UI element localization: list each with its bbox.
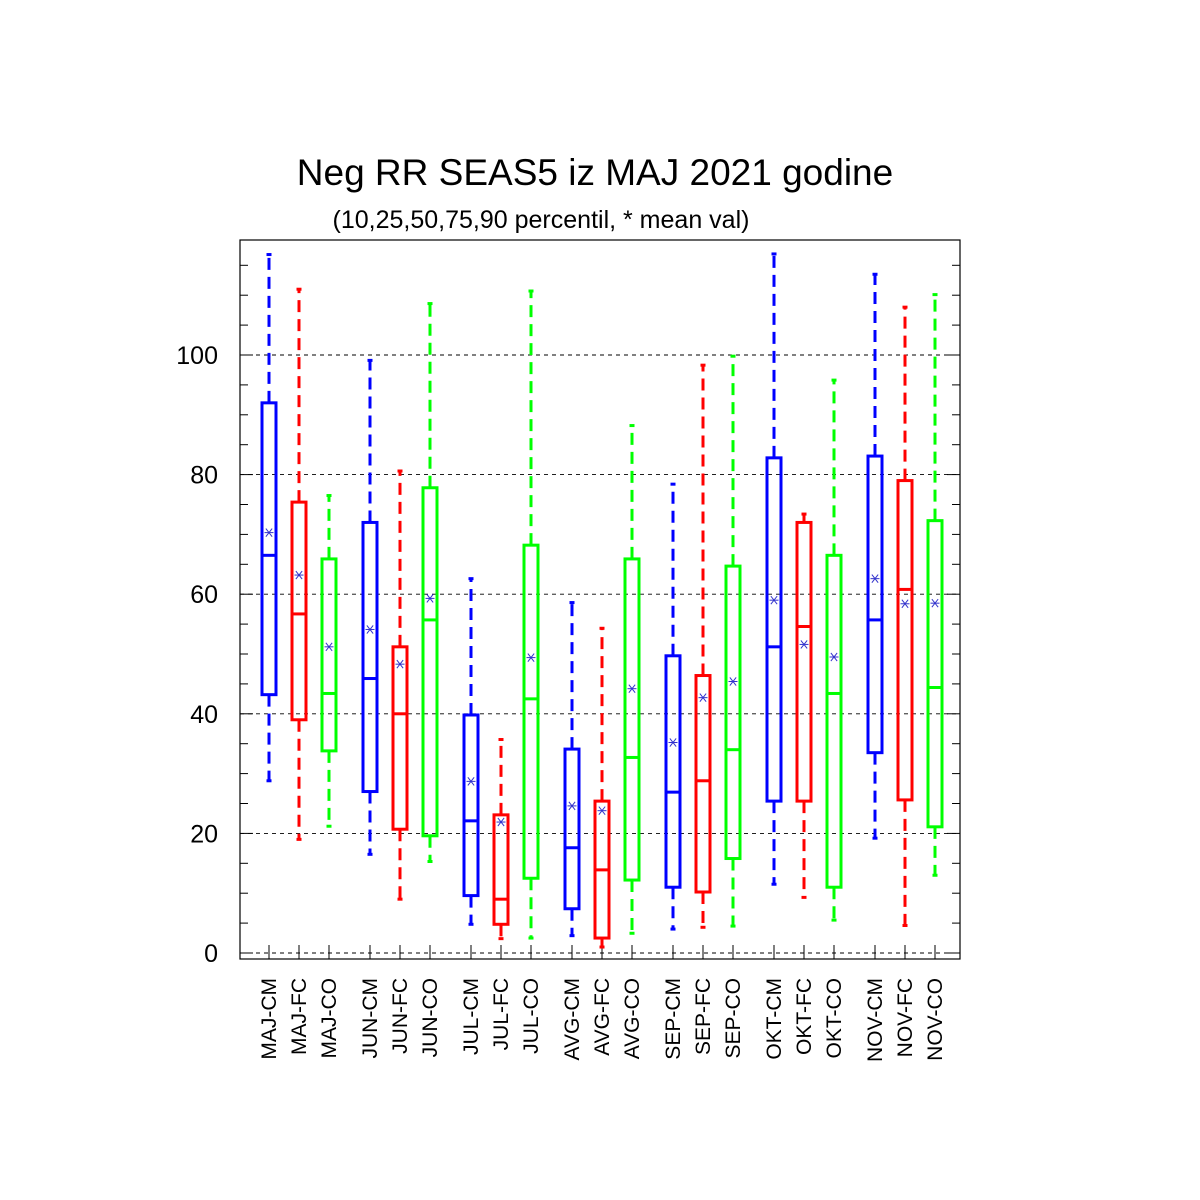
x-axis-tick-labels: MAJ-CM MAJ-FC MAJ-CO JUN-CM JUN-FC JUN-CO JUL-… [258, 978, 947, 1062]
iqr-box [492, 813, 510, 926]
iqr-box [694, 674, 712, 894]
y-tick-label: 100 [176, 342, 218, 370]
box-okt-co [825, 378, 843, 959]
box-sep-fc [694, 363, 712, 959]
y-axis-tick-labels: 0 20 40 60 80 100 [176, 342, 218, 968]
mean-marker [496, 817, 506, 827]
iqr-box [896, 479, 914, 802]
box-nov-cm [866, 272, 884, 959]
x-tick-label: SEP-CO [722, 978, 745, 1059]
mean-marker [627, 684, 637, 694]
iqr-box [260, 401, 278, 697]
box-nov-co [926, 293, 944, 959]
mean-marker [930, 598, 940, 608]
mean-marker [597, 806, 607, 816]
y-tick-label: 60 [190, 581, 218, 609]
y-axis-minor-ticks [240, 264, 960, 954]
x-tick-label: SEP-CM [662, 978, 685, 1060]
iqr-box [522, 543, 540, 880]
grid-lines [240, 354, 960, 954]
x-tick-label: AVG-CM [561, 978, 584, 1060]
x-tick-label: JUN-FC [389, 978, 412, 1054]
y-tick-label: 40 [190, 701, 218, 729]
iqr-box [866, 454, 884, 755]
iqr-box [361, 520, 379, 794]
iqr-box [926, 519, 944, 829]
x-tick-label: OKT-CO [823, 978, 846, 1059]
x-tick-label: JUN-CO [419, 978, 442, 1057]
iqr-box [825, 553, 843, 889]
mean-marker [395, 659, 405, 669]
iqr-box [664, 654, 682, 889]
box-avg-fc [593, 626, 611, 959]
mean-marker [668, 738, 678, 747]
box-jul-fc [492, 738, 510, 959]
x-tick-label: OKT-CM [763, 978, 786, 1060]
box-maj-co [320, 494, 338, 959]
box-okt-cm [765, 252, 783, 959]
box-nov-fc [896, 305, 914, 959]
mean-marker [567, 801, 577, 811]
box-sep-co [724, 354, 742, 959]
mean-marker [698, 693, 708, 703]
x-tick-label: JUL-CO [520, 978, 543, 1054]
mean-marker [829, 652, 839, 662]
mean-marker [728, 677, 738, 686]
box-maj-fc [290, 287, 308, 959]
mean-marker [900, 599, 910, 609]
box-jul-co [522, 289, 540, 959]
mean-marker [466, 777, 476, 786]
box-jun-fc [391, 469, 409, 959]
x-tick-label: AVG-CO [621, 978, 644, 1059]
y-tick-label: 0 [204, 940, 218, 968]
box-maj-cm [260, 253, 278, 959]
x-tick-label: JUN-CM [359, 978, 382, 1058]
mean-marker [324, 642, 334, 652]
iqr-box [765, 456, 783, 803]
iqr-box [462, 713, 480, 898]
box-avg-co [623, 424, 641, 959]
iqr-box [421, 486, 439, 838]
iqr-box [320, 557, 338, 753]
x-tick-label: AVG-FC [591, 978, 614, 1056]
mean-marker [870, 574, 880, 584]
x-tick-label: MAJ-FC [288, 978, 311, 1055]
mean-marker [769, 595, 779, 605]
iqr-box [391, 645, 409, 831]
iqr-box [290, 500, 308, 722]
y-tick-label: 20 [190, 820, 218, 848]
box-jul-cm [462, 577, 480, 959]
x-tick-label: NOV-CM [864, 978, 887, 1062]
box-jun-co [421, 302, 439, 959]
plot-frame [239, 239, 961, 960]
box-avg-cm [563, 601, 581, 959]
iqr-box [795, 520, 813, 803]
mean-marker [264, 528, 274, 537]
x-tick-label: OKT-FC [793, 978, 816, 1055]
iqr-box [563, 747, 581, 911]
box-jun-cm [361, 358, 379, 959]
box-okt-fc [795, 512, 813, 959]
box-sep-cm [664, 482, 682, 959]
x-tick-label: NOV-FC [894, 978, 917, 1057]
mean-marker [799, 640, 809, 649]
mean-marker [526, 653, 536, 662]
x-tick-label: NOV-CO [924, 978, 947, 1061]
mean-marker [425, 594, 435, 603]
x-tick-label: MAJ-CO [318, 978, 341, 1059]
chart-title: Neg RR SEAS5 iz MAJ 2021 godine [297, 152, 893, 193]
y-tick-label: 80 [190, 462, 218, 490]
mean-marker [294, 570, 304, 580]
x-tick-label: SEP-FC [692, 978, 715, 1055]
x-tick-label: JUL-CM [460, 978, 483, 1055]
box-plot-series [260, 252, 944, 959]
iqr-box [724, 564, 742, 861]
mean-marker [365, 625, 375, 634]
x-tick-label: JUL-FC [490, 978, 513, 1050]
x-tick-label: MAJ-CM [258, 978, 281, 1060]
iqr-box [623, 557, 641, 882]
chart-subtitle: (10,25,50,75,90 percentil, * mean val) [333, 206, 750, 234]
